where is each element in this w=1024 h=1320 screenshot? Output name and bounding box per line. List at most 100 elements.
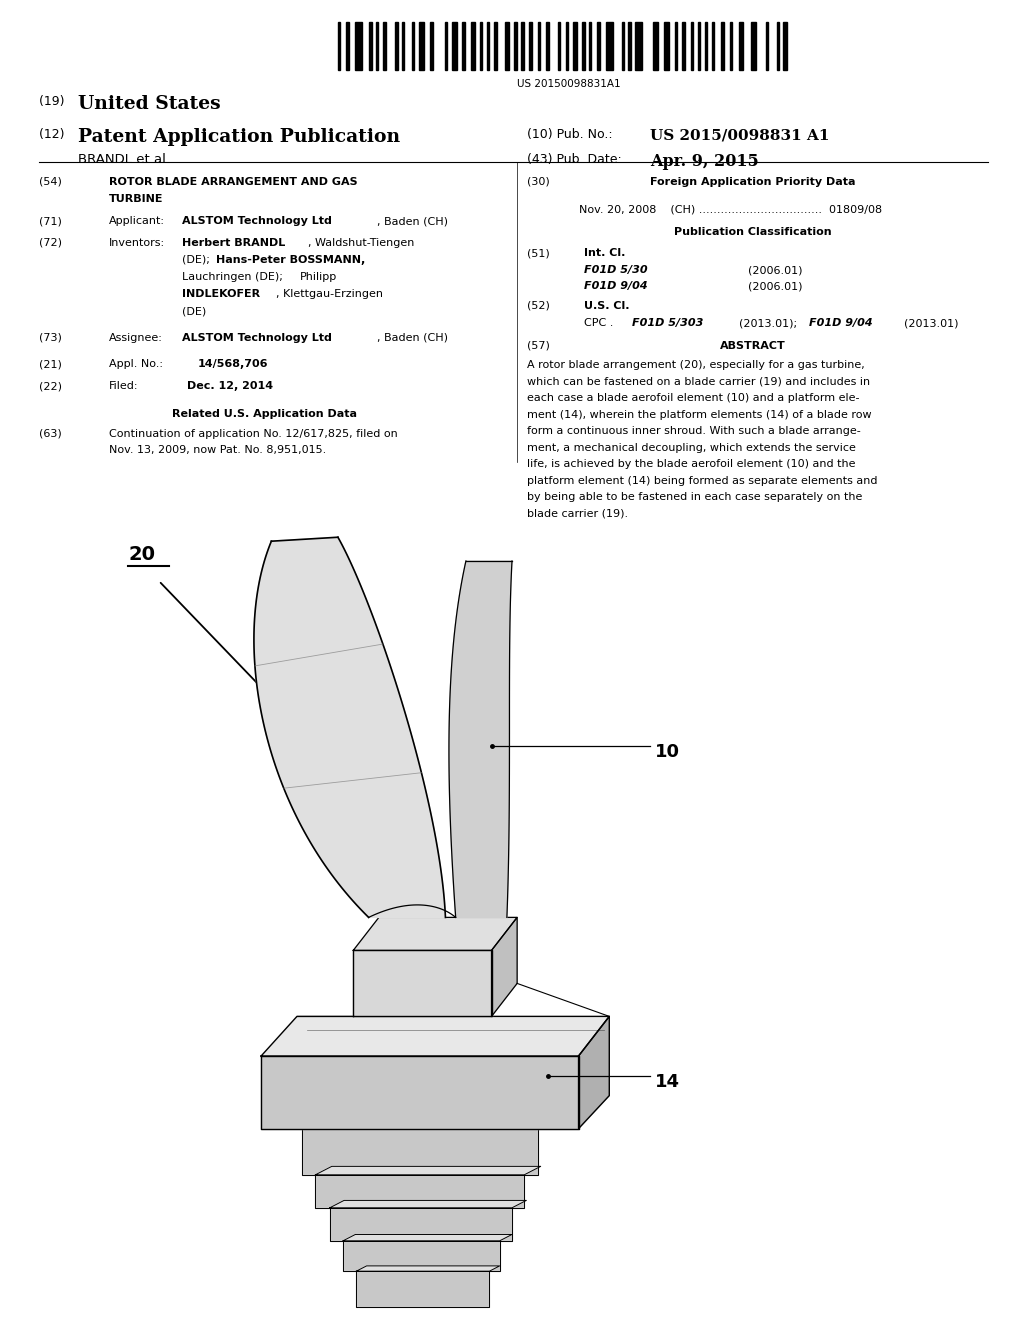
Polygon shape — [330, 1200, 526, 1208]
Bar — [721, 22, 724, 70]
Text: Hans-Peter BOSSMANN,: Hans-Peter BOSSMANN, — [216, 255, 366, 265]
Bar — [691, 22, 693, 70]
Text: Applicant:: Applicant: — [109, 216, 165, 227]
Polygon shape — [315, 1175, 524, 1208]
Text: Dec. 12, 2014: Dec. 12, 2014 — [187, 381, 273, 392]
Bar — [752, 22, 756, 70]
Bar — [480, 22, 482, 70]
Text: Assignee:: Assignee: — [109, 333, 163, 343]
Bar — [506, 22, 509, 70]
Polygon shape — [315, 1167, 541, 1175]
Bar — [730, 22, 732, 70]
Bar — [583, 22, 585, 70]
Bar — [395, 22, 397, 70]
Text: TURBINE: TURBINE — [109, 194, 163, 205]
Text: , Klettgau-Erzingen: , Klettgau-Erzingen — [276, 289, 383, 300]
Bar — [346, 22, 348, 70]
Polygon shape — [343, 1241, 500, 1271]
Text: F01D 9/04: F01D 9/04 — [584, 281, 647, 292]
Text: Apr. 9, 2015: Apr. 9, 2015 — [650, 153, 759, 170]
Bar — [566, 22, 568, 70]
Text: (19): (19) — [39, 95, 69, 108]
Text: each case a blade aerofoil element (10) and a platform ele-: each case a blade aerofoil element (10) … — [527, 393, 860, 404]
Bar — [589, 22, 591, 70]
Bar — [452, 22, 457, 70]
Text: by being able to be fastened in each case separately on the: by being able to be fastened in each cas… — [527, 492, 863, 503]
Text: (54): (54) — [39, 177, 61, 187]
Bar — [558, 22, 559, 70]
Text: (51): (51) — [527, 248, 550, 259]
Text: F01D 9/04: F01D 9/04 — [809, 318, 872, 329]
Polygon shape — [302, 1119, 556, 1129]
Text: ment (14), wherein the platform elements (14) of a blade row: ment (14), wherein the platform elements… — [527, 409, 872, 420]
Text: which can be fastened on a blade carrier (19) and includes in: which can be fastened on a blade carrier… — [527, 378, 870, 387]
Bar — [355, 22, 361, 70]
Text: (57): (57) — [527, 341, 550, 351]
Text: Foreign Application Priority Data: Foreign Application Priority Data — [650, 177, 855, 187]
Text: 14: 14 — [655, 1073, 680, 1092]
Text: life, is achieved by the blade aerofoil element (10) and the: life, is achieved by the blade aerofoil … — [527, 459, 856, 470]
Text: F01D 5/30: F01D 5/30 — [584, 265, 647, 276]
Text: platform element (14) being formed as separate elements and: platform element (14) being formed as se… — [527, 477, 878, 486]
Bar — [429, 22, 433, 70]
Bar — [776, 22, 778, 70]
Polygon shape — [330, 1208, 512, 1241]
Text: CPC .: CPC . — [584, 318, 613, 329]
Bar — [471, 22, 474, 70]
Polygon shape — [353, 917, 517, 950]
Text: ALSTOM Technology Ltd: ALSTOM Technology Ltd — [182, 216, 332, 227]
Text: U.S. Cl.: U.S. Cl. — [584, 301, 629, 312]
Text: Appl. No.:: Appl. No.: — [109, 359, 163, 370]
Text: Int. Cl.: Int. Cl. — [584, 248, 625, 259]
Bar — [783, 22, 786, 70]
Text: (10) Pub. No.:: (10) Pub. No.: — [527, 128, 613, 141]
Bar — [413, 22, 415, 70]
Bar — [766, 22, 768, 70]
Text: (71): (71) — [39, 216, 61, 227]
Text: US 2015/0098831 A1: US 2015/0098831 A1 — [650, 128, 829, 143]
Text: 14/568,706: 14/568,706 — [198, 359, 268, 370]
Bar — [682, 22, 685, 70]
Text: (52): (52) — [527, 301, 550, 312]
Polygon shape — [449, 561, 512, 917]
Bar — [402, 22, 403, 70]
Bar — [675, 22, 677, 70]
Text: (DE);: (DE); — [182, 255, 210, 265]
Text: , Waldshut-Tiengen: , Waldshut-Tiengen — [308, 238, 415, 248]
Text: Publication Classification: Publication Classification — [674, 227, 831, 238]
Text: , Baden (CH): , Baden (CH) — [377, 216, 447, 227]
Polygon shape — [579, 1016, 609, 1129]
Text: United States: United States — [78, 95, 220, 114]
Text: (73): (73) — [39, 333, 61, 343]
Text: (22): (22) — [39, 381, 61, 392]
Bar — [419, 22, 424, 70]
Text: Lauchringen (DE);: Lauchringen (DE); — [182, 272, 284, 282]
Text: INDLEKOFER: INDLEKOFER — [182, 289, 260, 300]
Polygon shape — [356, 1271, 489, 1307]
Text: F01D 5/303: F01D 5/303 — [632, 318, 703, 329]
Bar — [538, 22, 540, 70]
Text: (2013.01): (2013.01) — [904, 318, 958, 329]
Text: BRANDL et al.: BRANDL et al. — [78, 153, 170, 166]
Polygon shape — [356, 1266, 500, 1271]
Bar — [383, 22, 386, 70]
Text: Nov. 20, 2008    (CH) ..................................  01809/08: Nov. 20, 2008 (CH) .....................… — [579, 205, 882, 215]
Text: Related U.S. Application Data: Related U.S. Application Data — [172, 409, 356, 420]
Bar — [376, 22, 378, 70]
Text: 10: 10 — [655, 743, 680, 762]
Bar — [697, 22, 700, 70]
Bar — [573, 22, 577, 70]
Bar — [653, 22, 657, 70]
Polygon shape — [353, 950, 492, 1016]
Text: (DE): (DE) — [182, 306, 207, 317]
Text: (2013.01);: (2013.01); — [739, 318, 798, 329]
Text: US 20150098831A1: US 20150098831A1 — [516, 79, 621, 90]
Bar — [706, 22, 707, 70]
Text: Inventors:: Inventors: — [109, 238, 165, 248]
Text: (43) Pub. Date:: (43) Pub. Date: — [527, 153, 623, 166]
Text: (72): (72) — [39, 238, 61, 248]
Polygon shape — [254, 537, 445, 917]
Polygon shape — [261, 1016, 609, 1056]
Bar — [370, 22, 372, 70]
Text: (12): (12) — [39, 128, 69, 141]
